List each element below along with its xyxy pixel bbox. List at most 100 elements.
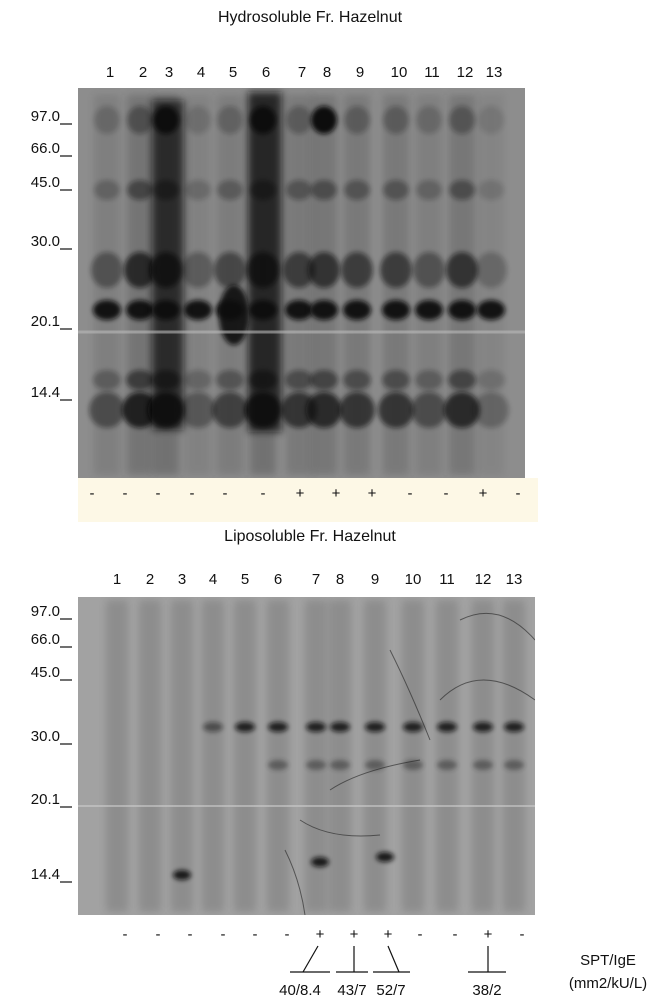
band: [449, 180, 475, 200]
band: [184, 370, 212, 390]
lane-number: 5: [241, 571, 249, 588]
band: [217, 180, 243, 200]
band: [126, 300, 154, 320]
big-smear: [248, 92, 282, 432]
band: [477, 300, 505, 320]
big-smear: [152, 100, 184, 430]
spt-sign: -: [90, 485, 95, 502]
band: [365, 760, 385, 770]
band: [416, 180, 442, 200]
band: [127, 180, 153, 200]
band: [382, 370, 410, 390]
band: [449, 106, 475, 134]
lane-number: 5: [229, 64, 237, 81]
blot-2-bands: [78, 600, 535, 915]
band: [473, 760, 493, 770]
lane-number: 8: [323, 64, 331, 81]
lane-smear: [402, 600, 424, 912]
spt-sign: +: [484, 926, 493, 943]
band: [306, 722, 326, 732]
band: [308, 252, 340, 288]
band: [306, 760, 326, 770]
spt-sign: -: [223, 485, 228, 502]
band: [268, 722, 288, 732]
band: [94, 180, 120, 200]
band: [343, 370, 371, 390]
band: [180, 392, 216, 428]
band: [380, 252, 412, 288]
spt-sign: +: [332, 485, 341, 502]
band: [182, 252, 214, 288]
spt-sign: -: [408, 485, 413, 502]
crack: [329, 759, 421, 791]
band: [185, 180, 211, 200]
lane-number: 10: [405, 571, 422, 588]
lane-smear: [305, 600, 327, 912]
spt-sign: +: [296, 485, 305, 502]
band: [185, 106, 211, 134]
spt-sign: -: [190, 485, 195, 502]
band: [310, 370, 338, 390]
panel-title: Liposoluble Fr. Hazelnut: [224, 528, 396, 545]
lane-smear: [171, 600, 193, 912]
lane-number: 9: [371, 571, 379, 588]
spt-brackets: [290, 945, 506, 973]
spt-sign: -: [520, 926, 525, 943]
band: [217, 106, 243, 134]
lane-number: 9: [356, 64, 364, 81]
lane-number: 6: [262, 64, 270, 81]
band: [285, 300, 313, 320]
lane-number: 11: [424, 64, 440, 81]
mw-label: 20.1: [31, 791, 60, 808]
spt-sign: -: [444, 485, 449, 502]
band: [504, 722, 524, 732]
band: [286, 106, 312, 134]
band: [478, 106, 504, 134]
band: [444, 392, 480, 428]
spt-sign: +: [479, 485, 488, 502]
band: [311, 180, 337, 200]
band: [339, 392, 375, 428]
lane-number: 1: [106, 64, 114, 81]
band: [124, 252, 156, 288]
band: [203, 722, 223, 732]
band: [219, 285, 249, 345]
band: [478, 180, 504, 200]
crack: [459, 612, 535, 641]
lane-number: 4: [209, 571, 217, 588]
spt-sign: -: [156, 926, 161, 943]
mw-label: 20.1: [31, 313, 60, 330]
band: [415, 370, 443, 390]
mw-label: 14.4: [31, 384, 60, 401]
lane-number: 7: [312, 571, 320, 588]
spt-sign: +: [350, 926, 359, 943]
mw-label: 97.0: [31, 603, 60, 620]
lane-number: 8: [336, 571, 344, 588]
mw-label: 14.4: [31, 866, 60, 883]
lane-number: 7: [298, 64, 306, 81]
band: [477, 370, 505, 390]
blot-1-bands: [78, 92, 525, 475]
spt-sign: -: [188, 926, 193, 943]
band: [311, 857, 329, 867]
spt-value: 40/8.4: [279, 982, 321, 999]
spt-sign: -: [261, 485, 266, 502]
band: [341, 252, 373, 288]
sign-strip: [78, 478, 538, 522]
band: [286, 180, 312, 200]
band: [376, 852, 394, 862]
mw-label: 45.0: [31, 174, 60, 191]
band: [473, 722, 493, 732]
lane-smear: [472, 600, 494, 912]
lane-number: 2: [146, 571, 154, 588]
crack: [389, 649, 431, 741]
mw-label: 30.0: [31, 728, 60, 745]
spt-sign: -: [418, 926, 423, 943]
lane-number: 13: [506, 571, 523, 588]
spt-sign: -: [123, 926, 128, 943]
band: [383, 106, 409, 134]
spt-sign: +: [384, 926, 393, 943]
band: [122, 392, 158, 428]
spt-value: 38/2: [472, 982, 501, 999]
